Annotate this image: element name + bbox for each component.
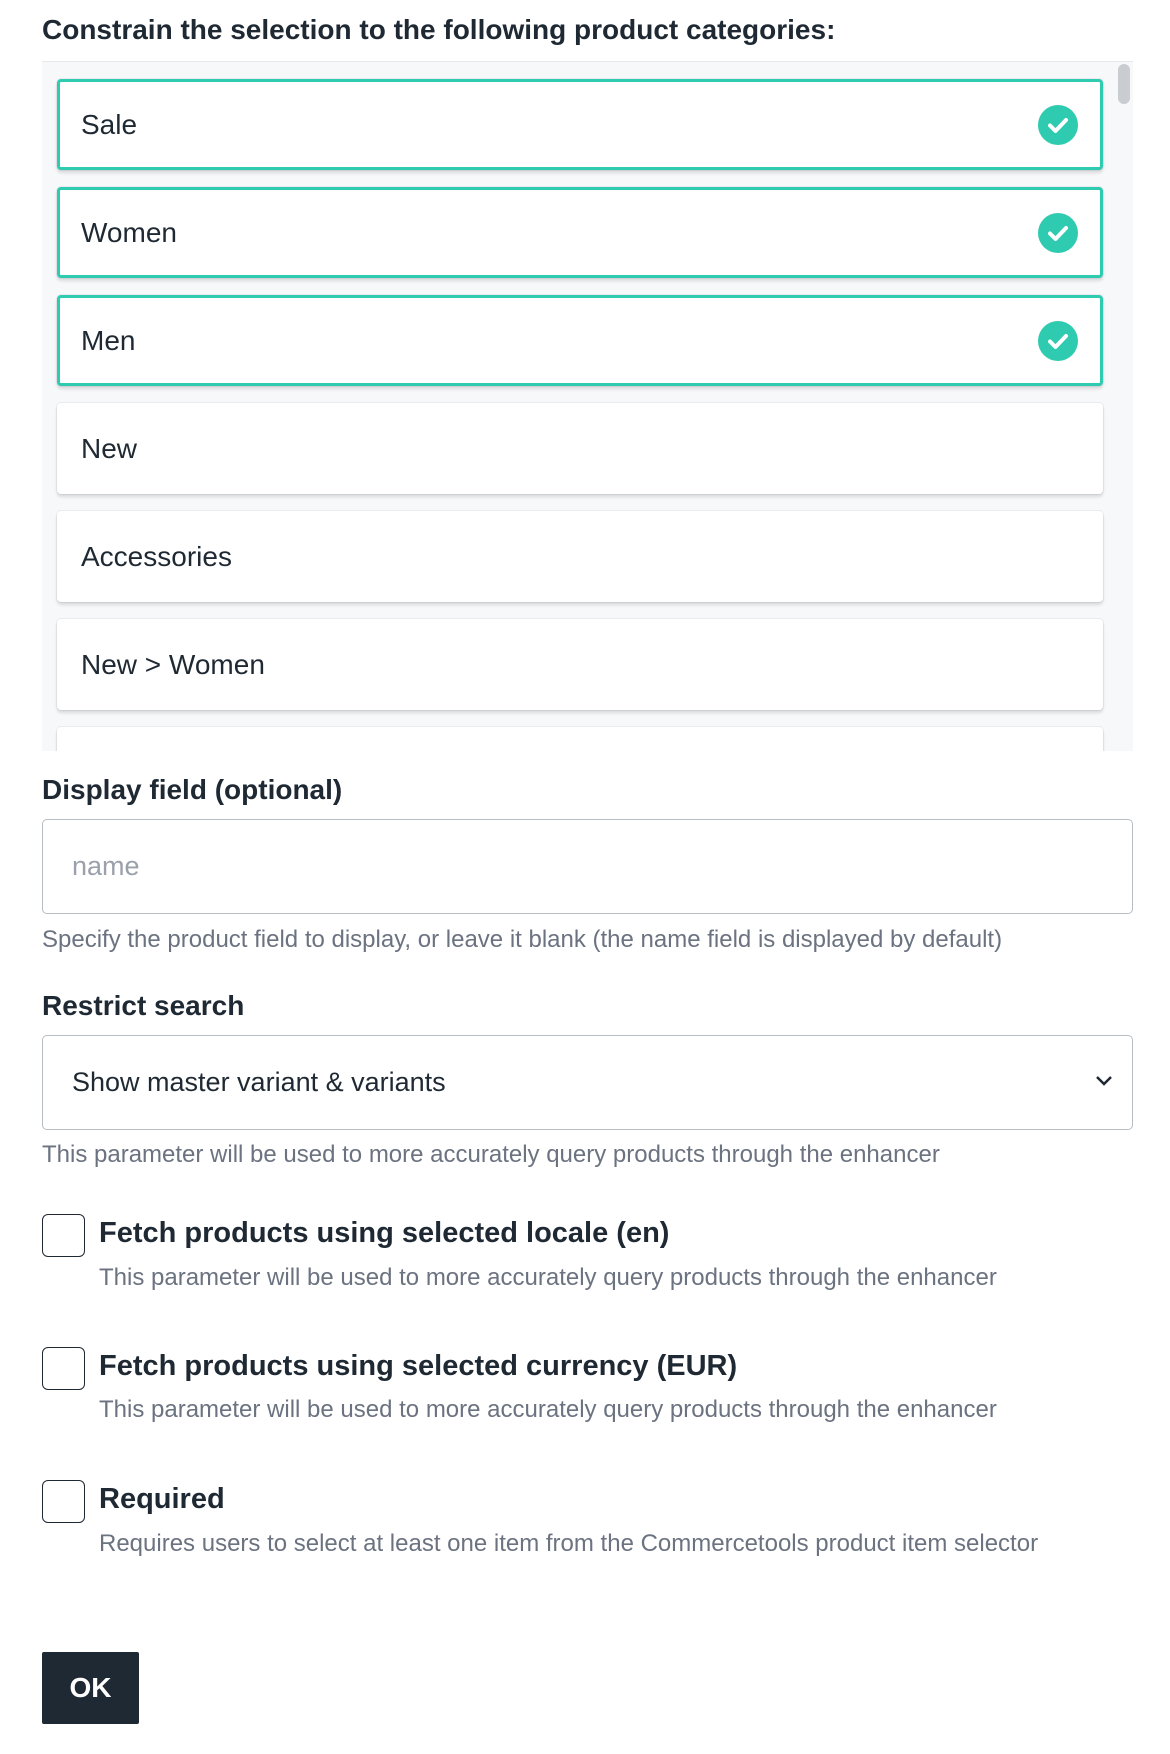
list-scrollbar[interactable] bbox=[1118, 64, 1130, 104]
category-item-women[interactable]: Women bbox=[57, 187, 1103, 278]
restrict-search-help: This parameter will be used to more accu… bbox=[42, 1141, 940, 1168]
display-field-label: Display field (optional) bbox=[42, 774, 343, 805]
restrict-search-value: Show master variant & variants bbox=[72, 1067, 446, 1097]
locale-label: Fetch products using selected locale (en… bbox=[99, 1217, 670, 1249]
category-item-new[interactable]: New bbox=[57, 403, 1103, 494]
category-label: New bbox=[81, 432, 138, 464]
currency-checkbox[interactable] bbox=[42, 1347, 85, 1390]
category-label: Accessories bbox=[81, 540, 232, 572]
category-label: New > Women bbox=[81, 648, 265, 680]
category-label: Men bbox=[81, 324, 136, 356]
required-label: Required bbox=[99, 1483, 225, 1515]
check-circle-icon bbox=[1038, 320, 1078, 361]
category-label: Sale bbox=[81, 108, 138, 140]
category-list[interactable]: Sale Women Men New Accessories New > Wom… bbox=[42, 61, 1133, 751]
chevron-down-icon bbox=[1096, 1076, 1112, 1086]
category-item-sale[interactable]: Sale bbox=[57, 79, 1103, 170]
currency-description: This parameter will be used to more accu… bbox=[99, 1396, 997, 1423]
restrict-search-select[interactable]: Show master variant & variants bbox=[42, 1035, 1133, 1130]
restrict-search-label: Restrict search bbox=[42, 990, 245, 1021]
check-circle-icon bbox=[1038, 212, 1078, 253]
check-circle-icon bbox=[1038, 104, 1078, 145]
category-item-partial[interactable] bbox=[57, 727, 1103, 751]
required-checkbox[interactable] bbox=[42, 1480, 85, 1523]
display-field-help: Specify the product field to display, or… bbox=[42, 926, 1003, 953]
currency-label: Fetch products using selected currency (… bbox=[99, 1350, 738, 1382]
category-item-accessories[interactable]: Accessories bbox=[57, 511, 1103, 602]
categories-title: Constrain the selection to the following… bbox=[42, 14, 836, 45]
locale-description: This parameter will be used to more accu… bbox=[99, 1264, 997, 1291]
required-description: Requires users to select at least one it… bbox=[99, 1530, 1039, 1557]
category-item-new-women[interactable]: New > Women bbox=[57, 619, 1103, 710]
category-item-men[interactable]: Men bbox=[57, 295, 1103, 386]
ok-button[interactable]: OK bbox=[42, 1652, 139, 1724]
locale-checkbox[interactable] bbox=[42, 1214, 85, 1257]
category-label: Women bbox=[81, 216, 177, 248]
display-field-input[interactable] bbox=[42, 819, 1133, 914]
